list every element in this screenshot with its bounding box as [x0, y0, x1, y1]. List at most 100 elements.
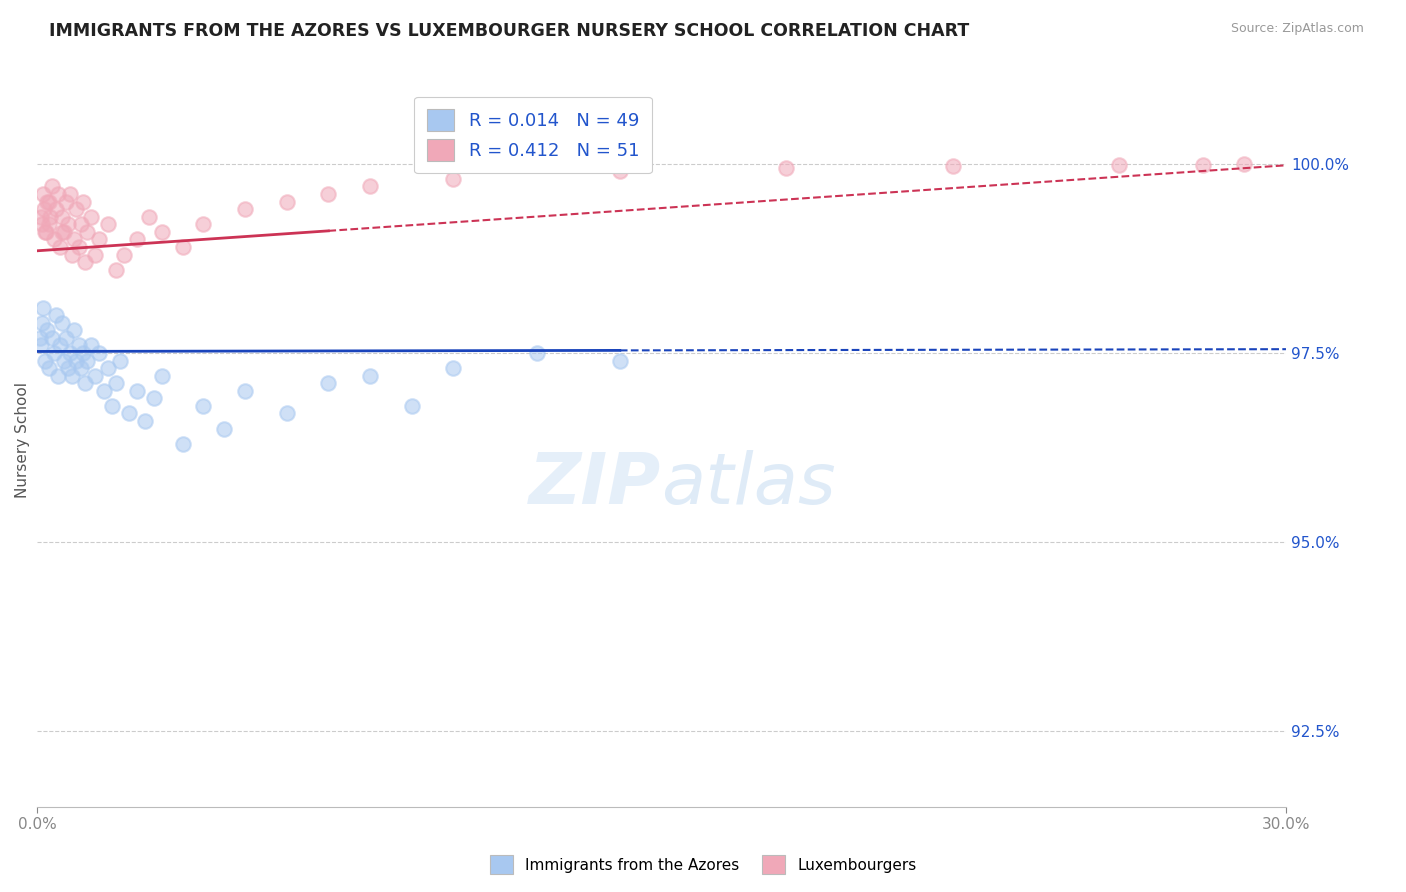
- Point: [172, 240, 194, 254]
- Point: [32, 187, 55, 202]
- Point: [193, 399, 215, 413]
- Point: [193, 217, 215, 231]
- Point: [55, 194, 77, 209]
- Point: [359, 179, 381, 194]
- Point: [108, 353, 131, 368]
- Point: [72, 194, 94, 209]
- Point: [359, 368, 381, 383]
- Point: [1233, 157, 1256, 171]
- Point: [30, 210, 52, 224]
- Point: [72, 346, 94, 360]
- Point: [1108, 158, 1130, 172]
- Point: [1191, 157, 1213, 171]
- Text: atlas: atlas: [661, 450, 837, 518]
- Point: [60, 247, 83, 261]
- Point: [125, 232, 148, 246]
- Point: [49, 240, 72, 254]
- Point: [65, 353, 87, 368]
- Legend: R = 0.014   N = 49, R = 0.412   N = 51: R = 0.014 N = 49, R = 0.412 N = 51: [415, 96, 652, 173]
- Point: [138, 210, 160, 224]
- Point: [69, 361, 91, 376]
- Point: [125, 384, 148, 398]
- Point: [76, 353, 98, 368]
- Point: [31, 316, 53, 330]
- Point: [39, 210, 62, 224]
- Point: [65, 202, 87, 217]
- Point: [73, 376, 96, 391]
- Point: [37, 194, 59, 209]
- Point: [401, 399, 423, 413]
- Point: [441, 361, 464, 376]
- Point: [49, 338, 72, 352]
- Point: [46, 368, 69, 383]
- Point: [318, 376, 340, 391]
- Point: [80, 210, 103, 224]
- Point: [105, 262, 128, 277]
- Legend: Immigrants from the Azores, Luxembourgers: Immigrants from the Azores, Luxembourger…: [484, 849, 922, 880]
- Point: [76, 225, 98, 239]
- Point: [37, 323, 59, 337]
- Point: [45, 202, 67, 217]
- Point: [942, 159, 965, 173]
- Point: [53, 225, 76, 239]
- Point: [134, 414, 156, 428]
- Point: [67, 338, 90, 352]
- Point: [105, 376, 128, 391]
- Point: [30, 331, 52, 345]
- Point: [276, 407, 298, 421]
- Point: [56, 217, 79, 231]
- Point: [97, 361, 120, 376]
- Point: [93, 384, 115, 398]
- Point: [84, 247, 107, 261]
- Point: [30, 338, 52, 352]
- Point: [32, 301, 55, 315]
- Text: Source: ZipAtlas.com: Source: ZipAtlas.com: [1230, 22, 1364, 36]
- Point: [318, 187, 340, 202]
- Point: [233, 202, 256, 217]
- Point: [112, 247, 135, 261]
- Point: [150, 368, 173, 383]
- Point: [150, 225, 173, 239]
- Point: [97, 217, 120, 231]
- Point: [41, 331, 63, 345]
- Point: [69, 217, 91, 231]
- Point: [42, 232, 65, 246]
- Point: [34, 353, 56, 368]
- Point: [63, 232, 86, 246]
- Point: [51, 225, 73, 239]
- Point: [45, 308, 67, 322]
- Point: [51, 316, 73, 330]
- Text: IMMIGRANTS FROM THE AZORES VS LUXEMBOURGER NURSERY SCHOOL CORRELATION CHART: IMMIGRANTS FROM THE AZORES VS LUXEMBOURG…: [49, 22, 970, 40]
- Point: [609, 164, 631, 178]
- Point: [214, 422, 236, 436]
- Point: [73, 255, 96, 269]
- Point: [42, 346, 65, 360]
- Point: [233, 384, 256, 398]
- Point: [38, 217, 60, 231]
- Point: [46, 187, 69, 202]
- Point: [775, 161, 797, 175]
- Point: [276, 194, 298, 209]
- Point: [609, 353, 631, 368]
- Point: [441, 172, 464, 186]
- Y-axis label: Nursery School: Nursery School: [15, 382, 30, 498]
- Point: [38, 194, 60, 209]
- Point: [53, 353, 76, 368]
- Point: [38, 361, 60, 376]
- Point: [84, 368, 107, 383]
- Point: [51, 210, 73, 224]
- Point: [60, 368, 83, 383]
- Point: [117, 407, 139, 421]
- Point: [35, 225, 58, 239]
- Point: [172, 436, 194, 450]
- Point: [55, 331, 77, 345]
- Point: [89, 346, 111, 360]
- Point: [59, 346, 82, 360]
- Point: [31, 217, 53, 231]
- Point: [41, 179, 63, 194]
- Point: [34, 225, 56, 239]
- Point: [63, 323, 86, 337]
- Point: [34, 202, 56, 217]
- Text: ZIP: ZIP: [529, 450, 661, 518]
- Point: [80, 338, 103, 352]
